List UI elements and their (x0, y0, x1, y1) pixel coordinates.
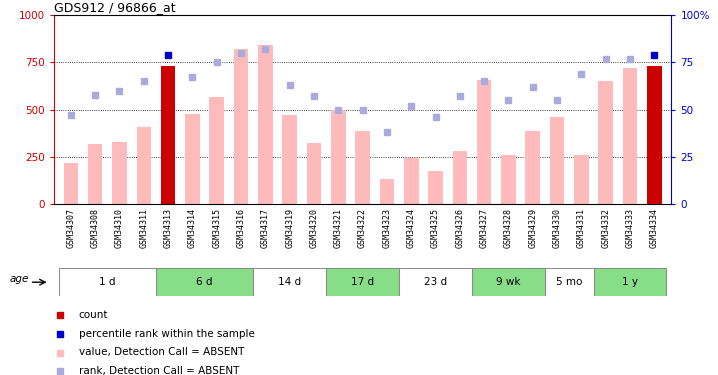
Bar (185, 114, 200, 204)
Text: rank, Detection Call = ABSENT: rank, Detection Call = ABSENT (78, 366, 239, 375)
Bar (253, 268, 326, 296)
Text: GSM34308: GSM34308 (90, 208, 100, 248)
Bar (399, 268, 472, 296)
Bar (404, 158, 419, 204)
Bar (550, 117, 564, 204)
Bar (452, 152, 467, 204)
Bar (647, 66, 661, 204)
Text: GSM34333: GSM34333 (625, 208, 635, 248)
Text: GSM34314: GSM34314 (188, 208, 197, 248)
Bar (477, 80, 491, 204)
Text: age: age (10, 274, 29, 284)
Bar (598, 81, 613, 204)
Bar (88, 144, 103, 204)
Bar (428, 171, 443, 204)
Text: GSM34319: GSM34319 (285, 208, 294, 248)
Bar (472, 268, 545, 296)
Text: GSM34322: GSM34322 (358, 208, 367, 248)
Text: GSM34332: GSM34332 (601, 208, 610, 248)
Bar (501, 155, 516, 204)
Text: 6 d: 6 d (196, 277, 213, 287)
Bar (355, 130, 370, 204)
Bar (574, 155, 589, 204)
Text: GSM34330: GSM34330 (553, 208, 561, 248)
Bar (161, 66, 175, 204)
Bar (282, 116, 297, 204)
Bar (623, 68, 638, 204)
Text: GSM34328: GSM34328 (504, 208, 513, 248)
Bar (526, 132, 540, 204)
Text: 17 d: 17 d (351, 277, 374, 287)
Bar (210, 98, 224, 204)
Text: GSM34327: GSM34327 (480, 208, 489, 248)
Bar (234, 49, 248, 204)
Bar (112, 142, 127, 204)
Text: GSM34331: GSM34331 (577, 208, 586, 248)
Text: 1 y: 1 y (622, 277, 638, 287)
Bar (136, 127, 151, 204)
Text: GSM34326: GSM34326 (455, 208, 465, 248)
Bar (326, 268, 399, 296)
Text: count: count (78, 310, 108, 320)
Bar (594, 268, 666, 296)
Text: GSM34334: GSM34334 (650, 208, 659, 248)
Bar (64, 163, 78, 204)
Text: GSM34324: GSM34324 (406, 208, 416, 248)
Bar (380, 179, 394, 204)
Text: value, Detection Call = ABSENT: value, Detection Call = ABSENT (78, 348, 244, 357)
Text: GSM34315: GSM34315 (213, 208, 221, 248)
Text: 1 d: 1 d (99, 277, 116, 287)
Text: GSM34317: GSM34317 (261, 208, 270, 248)
Bar (331, 110, 345, 204)
Text: 9 wk: 9 wk (496, 277, 521, 287)
Text: GSM34321: GSM34321 (334, 208, 342, 248)
Text: GSM34323: GSM34323 (383, 208, 391, 248)
Bar (307, 143, 321, 204)
Bar (156, 268, 253, 296)
Text: 14 d: 14 d (278, 277, 302, 287)
Bar (258, 45, 273, 204)
Text: GSM34313: GSM34313 (164, 208, 172, 248)
Text: GDS912 / 96866_at: GDS912 / 96866_at (54, 1, 175, 14)
Text: GSM34325: GSM34325 (431, 208, 440, 248)
Text: GSM34311: GSM34311 (139, 208, 149, 248)
Text: 23 d: 23 d (424, 277, 447, 287)
Text: percentile rank within the sample: percentile rank within the sample (78, 329, 254, 339)
Text: GSM34307: GSM34307 (66, 208, 75, 248)
Text: GSM34316: GSM34316 (236, 208, 246, 248)
Text: GSM34320: GSM34320 (309, 208, 319, 248)
Text: GSM34310: GSM34310 (115, 208, 124, 248)
Text: 5 mo: 5 mo (556, 277, 582, 287)
Bar (59, 268, 156, 296)
Text: GSM34329: GSM34329 (528, 208, 537, 248)
Bar (545, 268, 594, 296)
